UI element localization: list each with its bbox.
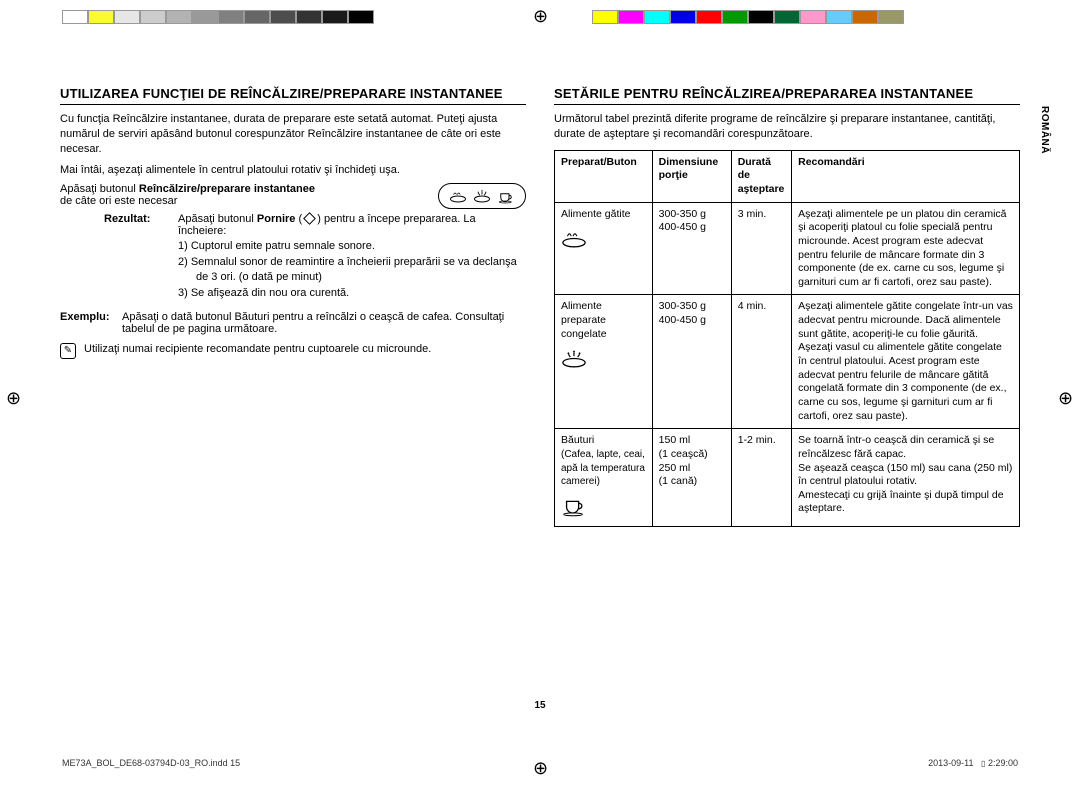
right-column: SETĂRILE PENTRU REÎNCĂLZIREA/PREPARAREA …: [554, 86, 1020, 732]
steps-list: 1) Cuptorul emite patru semnale sonore. …: [178, 239, 526, 300]
table-body: Alimente gătite 300-350 g 400-450 g 3 mi…: [555, 202, 1020, 527]
cell-dur: 1-2 min.: [731, 429, 791, 527]
cell-dur: 4 min.: [731, 295, 791, 429]
table-row: Alimente gătite 300-350 g 400-450 g 3 mi…: [555, 202, 1020, 295]
dish-icon: [449, 188, 467, 204]
result-label: Rezultat:: [104, 213, 178, 306]
frozen-icon: [473, 188, 491, 204]
cell-rec: Aşezaţi alimentele pe un platou din cera…: [792, 202, 1020, 295]
step-1: 1) Cuptorul emite patru semnale sonore.: [178, 239, 526, 254]
note-icon: ✎: [60, 343, 76, 359]
cell-dur: 3 min.: [731, 202, 791, 295]
cup-icon: [561, 495, 646, 522]
example-text: Apăsaţi o dată butonul Băuturi pentru a …: [122, 311, 526, 335]
cell-dim: 300-350 g 400-450 g: [652, 202, 731, 295]
left-p2: Mai întâi, aşezaţi alimentele în centrul…: [60, 163, 526, 178]
example-label: Exemplu:: [60, 311, 122, 335]
th-dim: Dimensiuneporţie: [652, 150, 731, 202]
th-prep: Preparat/Buton: [555, 150, 653, 202]
colorbar-left: [62, 10, 374, 24]
result-block: Rezultat: Apăsaţi butonul Pornire ( ) pe…: [104, 213, 526, 306]
footer-left: ME73A_BOL_DE68-03794D-03_RO.indd 15: [62, 758, 240, 768]
cell-prep: Alimente preparate congelate: [555, 295, 653, 429]
note-text: Utilizaţi numai recipiente recomandate p…: [84, 343, 431, 355]
footer-right: 2013-09-11 ▯ 2:29:00: [928, 758, 1018, 768]
press-bold: Reîncălzire/preparare instantanee: [139, 183, 315, 195]
table-row: Alimente preparate congelate 300-350 g 4…: [555, 295, 1020, 429]
colorbar-right: [592, 10, 904, 24]
page-number: 15: [0, 700, 1080, 711]
step-2: 2) Semnalul sonor de reamintire a închei…: [178, 255, 526, 285]
cup-icon: [497, 188, 515, 204]
cell-prep: Băuturi (Cafea, lapte, ceai, apă la temp…: [555, 429, 653, 527]
programs-table: Preparat/Buton Dimensiuneporţie Durată d…: [554, 150, 1020, 528]
result-body: Apăsaţi butonul Pornire ( ) pentru a înc…: [178, 213, 526, 306]
th-rec: Recomandări: [792, 150, 1020, 202]
language-tab: ROMÂNĂ: [1039, 106, 1050, 154]
press-post: de câte ori este necesar: [60, 195, 177, 207]
table-row: Băuturi (Cafea, lapte, ceai, apă la temp…: [555, 429, 1020, 527]
cell-rec: Se toarnă într-o ceaşcă din ceramică şi …: [792, 429, 1020, 527]
left-column: UTILIZAREA FUNCŢIEI DE REÎNCĂLZIRE/PREPA…: [60, 86, 526, 732]
note-block: ✎ Utilizaţi numai recipiente recomandate…: [60, 343, 526, 359]
page-content: UTILIZAREA FUNCŢIEI DE REÎNCĂLZIRE/PREPA…: [60, 86, 1020, 732]
left-heading: UTILIZAREA FUNCŢIEI DE REÎNCĂLZIRE/PREPA…: [60, 86, 526, 105]
button-icons-pill: [438, 183, 526, 209]
table-header-row: Preparat/Buton Dimensiuneporţie Durată d…: [555, 150, 1020, 202]
cell-rec: Aşezaţi alimentele gătite congelate într…: [792, 295, 1020, 429]
th-dur: Durată deaşteptare: [731, 150, 791, 202]
cell-dim: 300-350 g 400-450 g: [652, 295, 731, 429]
example-block: Exemplu: Apăsaţi o dată butonul Băuturi …: [60, 311, 526, 335]
right-intro: Următorul tabel prezintă diferite progra…: [554, 112, 1020, 142]
frozen-icon: [561, 347, 646, 374]
dish-icon: [561, 227, 646, 254]
left-p1: Cu funcţia Reîncălzire instantanee, dura…: [60, 112, 526, 157]
press-instruction: Apăsaţi butonul Reîncălzire/preparare in…: [60, 183, 526, 209]
press-pre: Apăsaţi butonul: [60, 183, 139, 195]
step-3: 3) Se afişează din nou ora curentă.: [178, 286, 526, 301]
cell-dim: 150 ml (1 ceaşcă) 250 ml (1 cană): [652, 429, 731, 527]
crop-mid-right: ⊕: [1058, 388, 1073, 409]
crop-bottom-center: ⊕: [533, 758, 548, 779]
crop-top-center: ⊕: [533, 6, 548, 27]
right-heading: SETĂRILE PENTRU REÎNCĂLZIREA/PREPARAREA …: [554, 86, 1020, 105]
crop-mid-left: ⊕: [6, 388, 21, 409]
cell-prep: Alimente gătite: [555, 202, 653, 295]
